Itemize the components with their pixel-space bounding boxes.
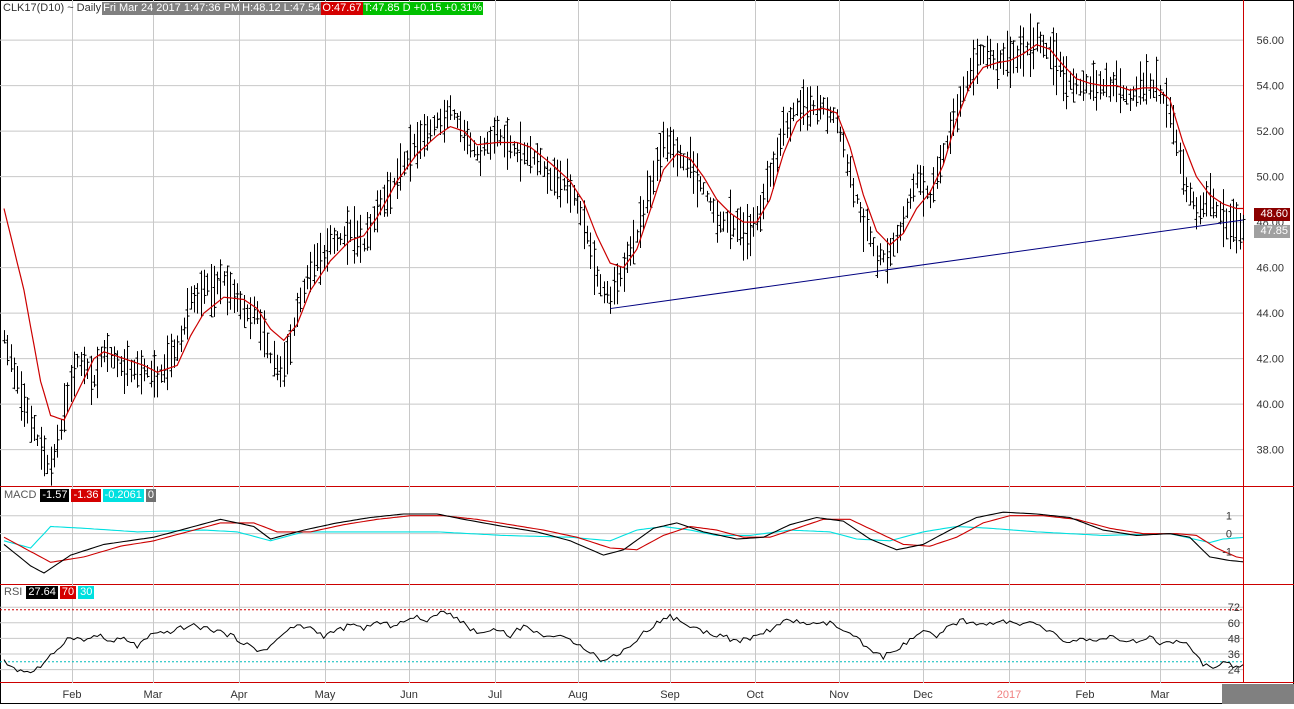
scroll-thumb — [1222, 684, 1294, 704]
macd-zero-value: 0 — [145, 489, 156, 502]
chart-header: CLK17(D10) ~ Daily Fri Mar 24 2017 1:47:… — [2, 2, 484, 15]
price-tick-label: 54.00 — [1256, 81, 1284, 93]
rsi-line — [3, 610, 1244, 674]
month-tick-label: May — [315, 689, 336, 701]
macd-tick-label: 0 — [1226, 529, 1232, 541]
price-tick-label: 50.00 — [1256, 172, 1284, 184]
month-tick-label: Dec — [913, 689, 933, 701]
macd-signal-value: -1.36 — [71, 489, 101, 502]
price-tick-label: 44.00 — [1256, 308, 1284, 320]
indicator-lines — [3, 44, 1244, 674]
rsi-header: RSI 27.64 70 30 — [4, 586, 95, 599]
month-tick-label: Apr — [230, 689, 247, 701]
macd-hist-value: -0.2061 — [102, 489, 144, 502]
month-tick-label: Nov — [829, 689, 849, 701]
price-tick-label: 52.00 — [1256, 126, 1284, 138]
symbol-label: CLK17(D10) ~ Daily — [3, 2, 102, 14]
macd-signal-line — [3, 515, 1244, 563]
rsi-lower-value: 30 — [78, 586, 95, 599]
support-trendline — [610, 219, 1244, 310]
rsi-tick-label: 48 — [1228, 633, 1240, 645]
ma-price-tag: 48.60 — [1254, 208, 1290, 221]
macd-value: -1.57 — [40, 489, 70, 502]
rsi-tick-label: 36 — [1228, 649, 1240, 661]
last-change-label: T:47.85 D +0.15 +0.31% — [362, 2, 484, 15]
macd-histogram-line — [3, 525, 1244, 549]
rsi-upper-value: 70 — [59, 586, 77, 599]
price-tick-label: 46.00 — [1256, 263, 1284, 275]
rsi-value: 27.64 — [26, 586, 58, 599]
price-tick-label: 56.00 — [1256, 35, 1284, 47]
price-tick-label: 38.00 — [1256, 445, 1284, 457]
month-tick-label: Jun — [400, 689, 418, 701]
month-tick-label: Oct — [746, 689, 763, 701]
month-tick-label: 2017 — [997, 689, 1021, 701]
macd-line — [3, 511, 1244, 574]
month-tick-label: Sep — [660, 689, 680, 701]
last-price-tag: 47.85 — [1254, 225, 1290, 238]
price-tick-label: 42.00 — [1256, 354, 1284, 366]
month-tick-label: Jul — [488, 689, 502, 701]
macd-tick-label: -1 — [1222, 547, 1232, 559]
month-tick-label: Feb — [63, 689, 82, 701]
ohlc-bars — [2, 13, 1246, 486]
moving-average-line — [3, 44, 1243, 421]
macd-name: MACD — [4, 489, 37, 501]
axis-labels: Feb Mar Apr May Jun Jul Aug Sep Oct Nov Dec 2017 Feb… — [63, 35, 1284, 701]
high-low-label: H:48.12 L:47.54 — [241, 2, 322, 15]
rsi-name: RSI — [4, 586, 23, 598]
macd-tick-label: 1 — [1226, 511, 1232, 523]
datetime-label: Fri Mar 24 2017 1:47:36 PM — [102, 2, 242, 15]
month-tick-label: Aug — [568, 689, 588, 701]
open-label: O:47.67 — [321, 2, 363, 15]
month-tick-label: Feb — [1076, 689, 1095, 701]
rsi-tick-label: 24 — [1228, 665, 1240, 677]
macd-header: MACD -1.57 -1.36 -0.2061 0 — [4, 489, 156, 502]
rsi-tick-label: 60 — [1228, 618, 1240, 630]
month-tick-label: Mar — [1151, 689, 1170, 701]
price-tick-label: 40.00 — [1256, 399, 1284, 411]
month-tick-label: Mar — [144, 689, 163, 701]
rsi-tick-label: 72 — [1228, 602, 1240, 614]
